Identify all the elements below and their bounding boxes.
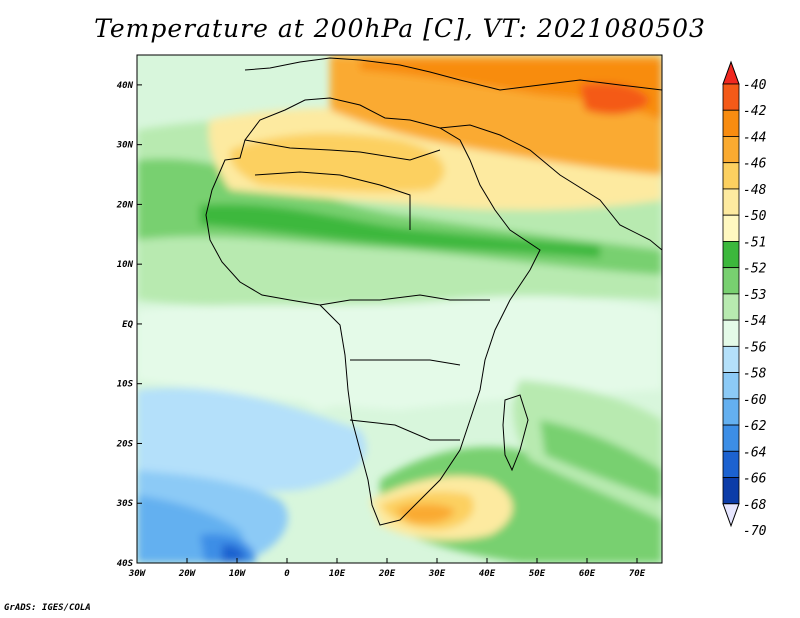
sahel-border	[254, 171, 411, 230]
x-tick-label: 30W	[128, 569, 147, 579]
x-tick-label: 20W	[178, 569, 197, 579]
colorbar-label: -44	[743, 130, 766, 145]
x-tick-label: 0	[284, 569, 290, 579]
colorbar-swatch	[722, 267, 740, 295]
temperature-field	[137, 55, 662, 563]
y-tick-label: 10N	[117, 260, 134, 270]
colorbar-swatch	[722, 398, 740, 426]
x-tick-label: 60E	[579, 569, 596, 579]
colorbar-label: -62	[743, 419, 767, 434]
colorbar-swatch	[722, 162, 740, 190]
colorbar-top-arrow	[722, 60, 740, 85]
colorbar-label: -60	[743, 393, 767, 408]
colorbar-swatch	[722, 241, 740, 269]
central-africa-border	[319, 294, 490, 306]
colorbar-swatch	[722, 319, 740, 347]
colorbar-swatch	[722, 424, 740, 452]
madagascar-coastline	[502, 394, 529, 472]
mediterranean-coastline	[244, 57, 662, 91]
colorbar-label: -53	[743, 288, 766, 303]
plot-frame	[136, 54, 663, 564]
y-tick-label: 30N	[116, 141, 134, 151]
colorbar-label: -52	[743, 262, 767, 277]
colorbar-swatch	[722, 109, 740, 137]
y-tick-label: 10S	[117, 380, 134, 390]
colorbar-label: -68	[743, 498, 767, 513]
colorbar-swatch	[722, 83, 740, 111]
colorbar-swatch	[722, 214, 740, 242]
north-africa-border	[244, 139, 441, 161]
x-axis-ticks: 30W 20W 10W 0 10E 20E 30E 40E 50E 60E 70E	[128, 558, 646, 579]
credit-label: GrADS: IGES/COLA	[4, 603, 91, 613]
colorbar-swatch	[722, 136, 740, 164]
equatorial-border	[350, 359, 461, 366]
colorbar-bottom-arrow	[722, 503, 740, 528]
y-tick-label: 40N	[117, 81, 134, 91]
y-tick-label: EQ	[122, 320, 133, 330]
colorbar-swatch	[722, 372, 740, 400]
y-tick-label: 30S	[116, 499, 134, 509]
y-tick-label: 40S	[117, 559, 134, 569]
colorbar: -40 -42 -44 -46 -48 -50 -51 -52 -53 -54 -56 -58 -60 -…	[722, 60, 767, 539]
y-axis-ticks: 40S 30S 20S 10S EQ 10N 20N 30N 40N	[116, 81, 142, 569]
africa-coastline	[205, 97, 541, 526]
colorbar-swatch	[722, 188, 740, 216]
colorbar-label: -46	[743, 157, 767, 172]
southern-border	[349, 419, 460, 441]
y-tick-label: 20N	[116, 200, 134, 210]
x-tick-label: 10W	[229, 569, 247, 579]
x-tick-label: 50E	[529, 569, 546, 579]
colorbar-label: -54	[743, 314, 766, 329]
y-tick-label: 20S	[116, 439, 134, 449]
x-tick-label: 20E	[378, 569, 396, 579]
colorbar-label: -48	[743, 183, 767, 198]
colorbar-label: -51	[743, 235, 766, 250]
coastlines	[205, 57, 662, 526]
colorbar-label: -64	[743, 445, 766, 460]
colorbar-swatch	[722, 450, 740, 478]
x-tick-label: 70E	[629, 569, 646, 579]
colorbar-label: -40	[743, 78, 767, 93]
colorbar-swatch	[722, 293, 740, 321]
x-tick-label: 30E	[428, 569, 446, 579]
colorbar-label: -66	[743, 472, 767, 487]
arabia-coastline	[439, 124, 662, 251]
colorbar-swatch	[722, 477, 740, 505]
colorbar-label: -56	[743, 340, 767, 355]
colorbar-swatch	[722, 345, 740, 373]
x-tick-label: 40E	[479, 569, 496, 579]
colorbar-label: -42	[743, 104, 767, 119]
colorbar-label: -58	[743, 367, 767, 382]
chart-title: Temperature at 200hPa [C], VT: 202108050…	[94, 14, 706, 43]
colorbar-label: -50	[743, 209, 767, 224]
colorbar-label: -70	[743, 524, 767, 539]
x-tick-label: 10E	[329, 569, 346, 579]
